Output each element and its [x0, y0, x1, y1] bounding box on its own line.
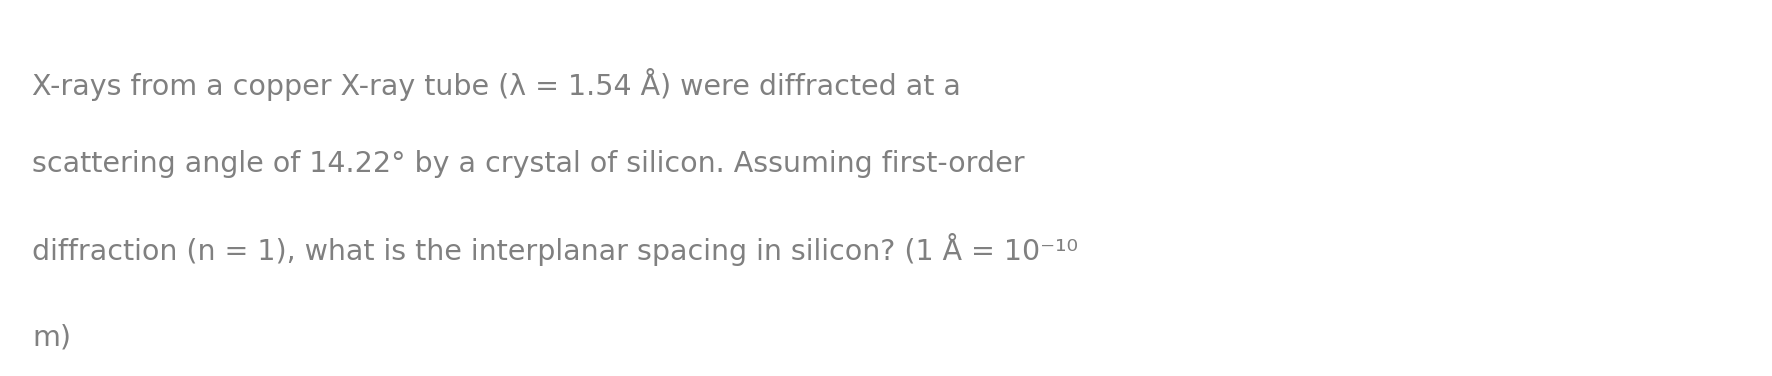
- Text: m): m): [32, 323, 71, 351]
- Text: diffraction (n = 1), what is the interplanar spacing in silicon? (1 Å = 10⁻¹⁰: diffraction (n = 1), what is the interpl…: [32, 233, 1077, 266]
- Text: scattering angle of 14.22° by a crystal of silicon. Assuming first-order: scattering angle of 14.22° by a crystal …: [32, 150, 1024, 178]
- Text: X-rays from a copper X-ray tube (λ = 1.54 Å) were diffracted at a: X-rays from a copper X-ray tube (λ = 1.5…: [32, 68, 960, 101]
